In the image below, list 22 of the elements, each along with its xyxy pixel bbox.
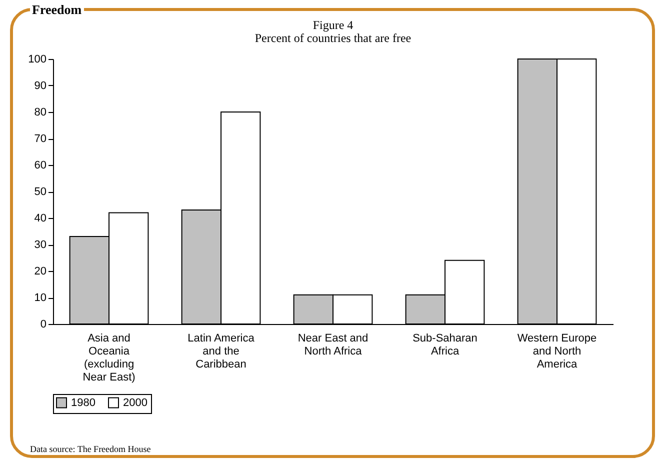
y-tick-label: 30 (34, 239, 46, 251)
chart-title: Figure 4 (312, 18, 354, 32)
source-note: Data source: The Freedom House (30, 444, 151, 454)
y-tick-label: 90 (34, 80, 46, 92)
y-tick-label: 60 (34, 160, 46, 172)
y-tick-label: 100 (28, 54, 46, 66)
y-tick-label: 10 (34, 292, 46, 304)
x-tick-label: Near East and North Africa (298, 332, 368, 358)
y-tick-label: 20 (34, 266, 46, 278)
text: Freedom (30, 2, 84, 18)
legend-label: 2000 (123, 396, 148, 409)
y-tick-label: 80 (34, 106, 46, 118)
x-tick-label: Asia and Oceania (excluding Near East) (82, 332, 136, 384)
x-tick-label: Latin America and the Caribbean (188, 332, 256, 370)
y-tick-label: 50 (34, 186, 46, 198)
legend-label: 1980 (71, 396, 96, 409)
x-tick-label: Sub-Saharan Africa (412, 332, 478, 358)
y-tick-label: 40 (34, 212, 46, 224)
y-tick-label: 70 (34, 133, 46, 145)
x-tick-label: Western Europe and North America (517, 332, 597, 370)
y-tick-label: 0 (40, 318, 46, 330)
chart-subtitle: Percent of countries that are free (254, 31, 412, 45)
